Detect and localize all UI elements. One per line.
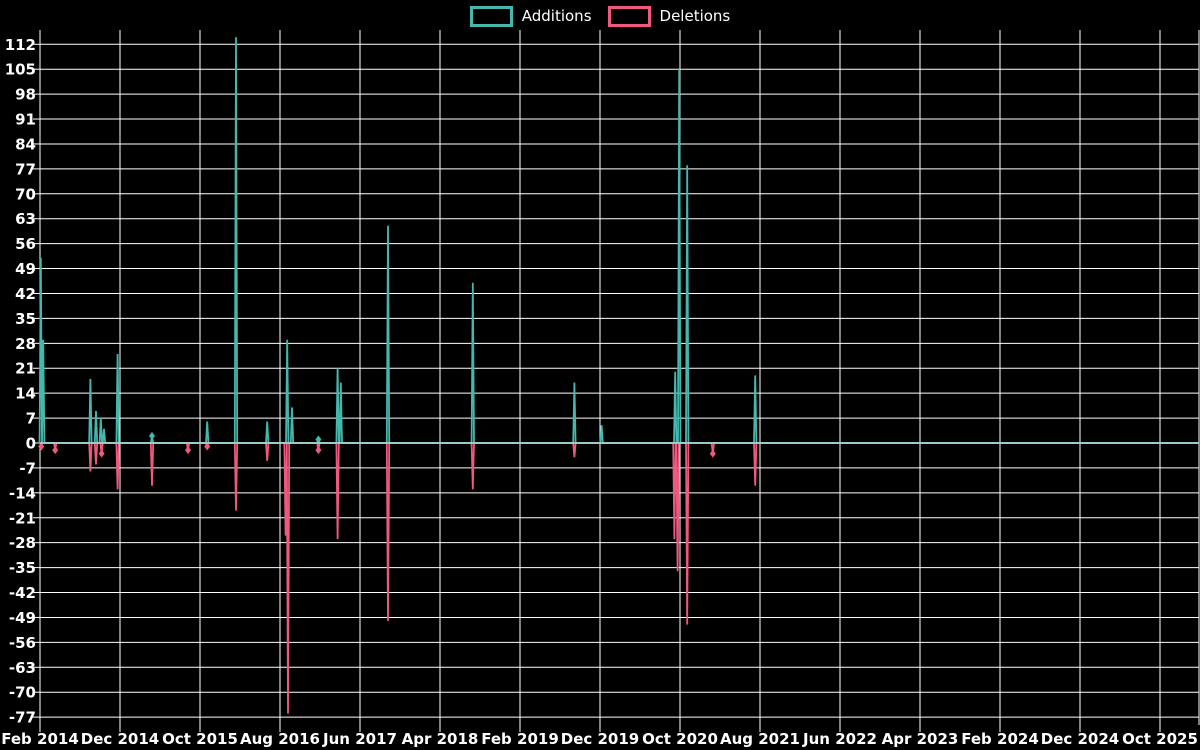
- svg-text:Dec 2024: Dec 2024: [1041, 730, 1120, 748]
- svg-text:35: 35: [15, 310, 36, 328]
- svg-text:98: 98: [15, 86, 36, 104]
- additions-swatch-icon: [469, 6, 513, 27]
- svg-text:77: 77: [15, 160, 36, 178]
- svg-text:Oct 2020: Oct 2020: [642, 730, 718, 748]
- svg-text:21: 21: [15, 360, 36, 378]
- svg-text:Aug 2021: Aug 2021: [720, 730, 800, 748]
- svg-text:112: 112: [5, 36, 36, 54]
- svg-text:Aug 2016: Aug 2016: [240, 730, 320, 748]
- svg-text:Apr 2018: Apr 2018: [402, 730, 479, 748]
- svg-text:14: 14: [15, 385, 36, 403]
- svg-text:-42: -42: [9, 584, 36, 602]
- svg-text:Feb 2024: Feb 2024: [961, 730, 1039, 748]
- svg-text:84: 84: [15, 135, 36, 153]
- svg-text:56: 56: [15, 235, 36, 253]
- svg-text:Jun 2017: Jun 2017: [322, 730, 397, 748]
- svg-text:-7: -7: [19, 459, 36, 477]
- svg-text:Oct 2025: Oct 2025: [1122, 730, 1198, 748]
- legend-label-deletions: Deletions: [659, 7, 731, 25]
- svg-text:-70: -70: [9, 684, 36, 702]
- svg-text:0: 0: [26, 435, 36, 453]
- svg-text:-28: -28: [9, 534, 36, 552]
- svg-text:7: 7: [26, 410, 36, 428]
- svg-text:Oct 2015: Oct 2015: [162, 730, 238, 748]
- svg-text:28: 28: [15, 335, 36, 353]
- svg-text:-21: -21: [9, 509, 36, 527]
- svg-text:-35: -35: [9, 559, 36, 577]
- chart-legend: Additions Deletions: [0, 6, 1200, 27]
- svg-text:Apr 2023: Apr 2023: [882, 730, 959, 748]
- svg-text:105: 105: [5, 61, 36, 79]
- svg-text:91: 91: [15, 111, 36, 129]
- svg-text:-56: -56: [9, 634, 36, 652]
- svg-text:-77: -77: [9, 709, 36, 727]
- legend-item-deletions[interactable]: Deletions: [607, 6, 731, 27]
- svg-text:Feb 2019: Feb 2019: [481, 730, 559, 748]
- svg-text:Dec 2019: Dec 2019: [561, 730, 640, 748]
- svg-text:63: 63: [15, 210, 36, 228]
- svg-text:-63: -63: [9, 659, 36, 677]
- svg-text:49: 49: [15, 260, 36, 278]
- svg-text:-14: -14: [9, 484, 36, 502]
- svg-text:-49: -49: [9, 609, 36, 627]
- svg-text:Feb 2014: Feb 2014: [1, 730, 79, 748]
- svg-text:70: 70: [15, 185, 36, 203]
- legend-item-additions[interactable]: Additions: [469, 6, 592, 27]
- svg-text:42: 42: [15, 285, 36, 303]
- deletions-swatch-icon: [607, 6, 651, 27]
- svg-text:Dec 2014: Dec 2014: [81, 730, 160, 748]
- svg-text:Jun 2022: Jun 2022: [802, 730, 877, 748]
- legend-label-additions: Additions: [521, 7, 592, 25]
